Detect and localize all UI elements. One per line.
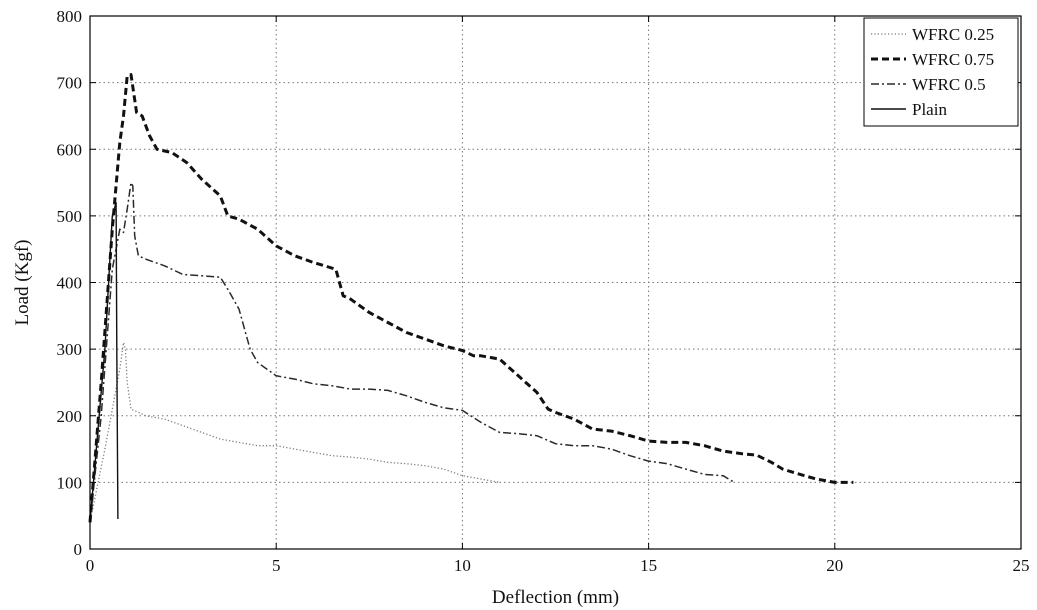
x-axis-label: Deflection (mm) <box>492 587 619 608</box>
y-tick-label: 300 <box>57 340 83 359</box>
series-line-1 <box>88 73 854 523</box>
series-lines <box>88 73 854 523</box>
grid <box>90 16 1021 549</box>
axis-ticks: 0 5 10 15 20 25 0 100 200 300 400 500 600 700 800 <box>57 7 1030 575</box>
y-tick-label: 400 <box>57 274 83 293</box>
legend-box <box>863 17 1019 127</box>
legend: WFRC 0.25 WFRC 0.75 WFRC 0.5 Plain <box>863 17 1019 127</box>
y-tick-label: 200 <box>57 407 83 426</box>
legend-label: WFRC 0.75 <box>912 50 994 69</box>
series-line-0 <box>89 341 500 523</box>
x-tick-label: 20 <box>826 556 843 575</box>
y-tick-label: 600 <box>57 140 83 159</box>
x-tick-label: 0 <box>86 556 95 575</box>
y-tick-label: 700 <box>57 74 83 93</box>
x-tick-label: 15 <box>640 556 657 575</box>
y-tick-label: 500 <box>57 207 83 226</box>
legend-label: WFRC 0.25 <box>912 25 994 44</box>
x-tick-label: 25 <box>1013 556 1030 575</box>
legend-label: Plain <box>912 100 947 119</box>
y-tick-label: 800 <box>57 7 83 26</box>
y-axis-label: Load (Kgf) <box>12 240 33 326</box>
series-line-2 <box>89 181 735 523</box>
legend-label: WFRC 0.5 <box>912 75 986 94</box>
y-tick-label: 100 <box>57 473 83 492</box>
x-tick-label: 10 <box>454 556 471 575</box>
series-line-3 <box>89 201 119 523</box>
x-tick-label: 5 <box>272 556 281 575</box>
y-tick-label: 0 <box>74 540 83 559</box>
